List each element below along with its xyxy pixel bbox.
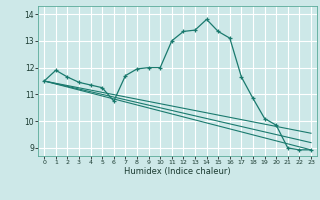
X-axis label: Humidex (Indice chaleur): Humidex (Indice chaleur)	[124, 167, 231, 176]
